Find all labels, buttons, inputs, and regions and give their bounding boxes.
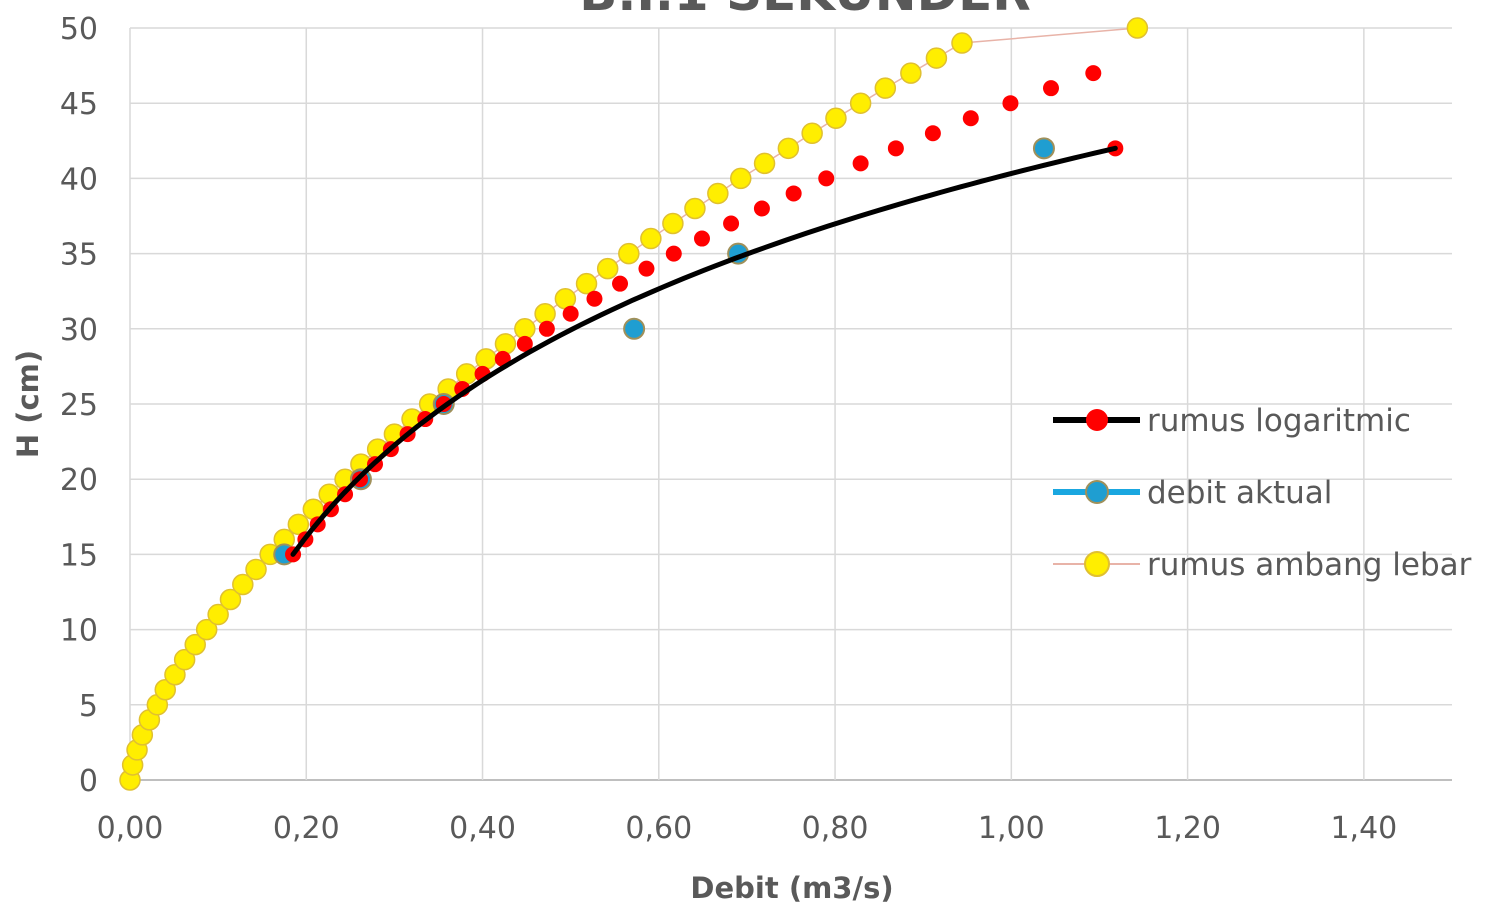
legend-label-ambang: rumus ambang lebar: [1147, 547, 1472, 583]
legend-label-aktual: debit aktual: [1147, 475, 1332, 511]
x-tick-label: 0,60: [625, 811, 692, 846]
point-debit-aktual: [623, 317, 646, 340]
point-rumus-logaritmic: [665, 245, 682, 262]
y-tick-label: 10: [60, 614, 98, 649]
point-rumus-logaritmic: [562, 305, 579, 322]
point-rumus-ambang-lebar: [618, 242, 640, 265]
point-rumus-logaritmic: [962, 110, 979, 127]
point-rumus-logaritmic: [638, 260, 655, 277]
point-rumus-ambang-lebar: [925, 47, 948, 69]
point-rumus-ambang-lebar: [707, 182, 729, 205]
legend-marker-ambang: [1084, 551, 1110, 577]
y-tick-label: 20: [60, 463, 98, 498]
legend-label-logaritmic: rumus logaritmic: [1147, 403, 1411, 439]
y-tick-label: 50: [60, 12, 98, 47]
legend: rumus logaritmic debit aktual rumus ambang…: [1053, 403, 1472, 583]
point-rumus-ambang-lebar: [195, 618, 218, 641]
y-tick-label: 15: [60, 538, 98, 573]
y-axis-title: H (cm): [11, 350, 45, 458]
point-rumus-logaritmic: [887, 140, 904, 157]
point-rumus-ambang-lebar: [662, 212, 684, 235]
point-rumus-ambang-lebar: [207, 603, 229, 626]
point-rumus-ambang-lebar: [951, 32, 973, 54]
point-rumus-ambang-lebar: [777, 137, 800, 160]
x-tick-label: 1,20: [1154, 811, 1221, 846]
point-rumus-ambang-lebar: [534, 303, 556, 325]
point-rumus-logaritmic: [1002, 95, 1019, 112]
point-rumus-logaritmic: [818, 170, 835, 187]
y-tick-label: 5: [79, 689, 98, 724]
x-tick-label: 1,00: [978, 811, 1045, 846]
point-rumus-ambang-lebar: [173, 648, 196, 671]
point-rumus-ambang-lebar: [514, 318, 536, 340]
point-rumus-ambang-lebar: [596, 257, 619, 280]
series-line-rumus-logaritmic: [290, 145, 1118, 557]
plot-area: [119, 17, 1149, 791]
point-rumus-logaritmic: [612, 275, 629, 292]
point-rumus-ambang-lebar: [575, 272, 598, 295]
point-rumus-ambang-lebar: [874, 77, 897, 99]
y-tick-label: 40: [60, 162, 98, 197]
point-rumus-logaritmic: [753, 200, 770, 217]
x-tick-label: 0,20: [273, 811, 340, 846]
tick-labels: 0 5 10 15 20 25 30 35 40 45 50 0,00 0,20 0,40 0,60 0,80…: [60, 12, 1397, 846]
point-rumus-ambang-lebar: [801, 122, 823, 145]
point-rumus-ambang-lebar: [684, 197, 706, 220]
y-tick-label: 25: [60, 388, 98, 423]
x-tick-label: 0,40: [449, 811, 516, 846]
point-rumus-logaritmic: [538, 320, 555, 337]
point-rumus-ambang-lebar: [164, 663, 186, 686]
y-tick-label: 30: [60, 313, 98, 348]
legend-marker-aktual: [1085, 480, 1109, 504]
point-rumus-logaritmic: [924, 125, 941, 142]
y-tick-label: 45: [60, 87, 98, 122]
y-tick-label: 0: [79, 764, 98, 799]
point-rumus-ambang-lebar: [232, 573, 254, 596]
point-debit-aktual: [1032, 137, 1055, 160]
point-rumus-ambang-lebar: [730, 167, 752, 190]
point-rumus-ambang-lebar: [849, 92, 872, 114]
x-tick-label: 0,80: [802, 811, 869, 846]
x-axis-title: Debit (m3/s): [690, 871, 893, 905]
point-rumus-ambang-lebar: [640, 227, 662, 250]
point-rumus-logaritmic: [1085, 65, 1102, 82]
point-rumus-ambang-lebar: [554, 287, 577, 310]
point-rumus-logaritmic: [693, 230, 710, 247]
point-rumus-ambang-lebar: [1126, 17, 1149, 39]
point-rumus-ambang-lebar: [154, 679, 177, 701]
point-rumus-logaritmic: [586, 290, 603, 307]
x-tick-label: 1,40: [1330, 811, 1397, 846]
point-rumus-logaritmic: [723, 215, 740, 232]
point-rumus-ambang-lebar: [245, 558, 267, 581]
point-rumus-ambang-lebar: [753, 152, 776, 175]
y-tick-label: 35: [60, 238, 98, 273]
point-rumus-ambang-lebar: [900, 62, 922, 84]
point-rumus-logaritmic: [516, 335, 533, 352]
point-rumus-ambang-lebar: [184, 633, 206, 656]
legend-marker-logaritmic: [1086, 409, 1108, 431]
point-rumus-ambang-lebar: [825, 107, 847, 129]
point-rumus-logaritmic: [852, 155, 869, 172]
grid: [129, 27, 1452, 781]
point-rumus-ambang-lebar: [475, 348, 497, 370]
point-rumus-ambang-lebar: [455, 363, 478, 385]
point-rumus-ambang-lebar: [494, 333, 517, 355]
x-tick-label: 0,00: [97, 811, 164, 846]
chart-title: B.I.1 SEKUNDER: [579, 0, 1031, 22]
point-rumus-logaritmic: [785, 185, 802, 202]
point-rumus-ambang-lebar: [287, 513, 310, 536]
point-rumus-ambang-lebar: [219, 588, 242, 611]
point-rumus-logaritmic: [1042, 80, 1059, 97]
